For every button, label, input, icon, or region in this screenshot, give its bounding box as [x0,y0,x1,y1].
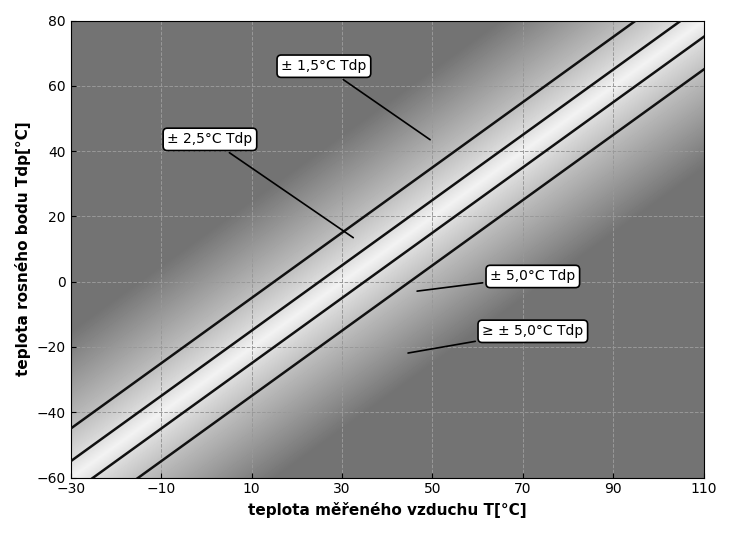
Text: ± 2,5°C Tdp: ± 2,5°C Tdp [168,132,354,238]
Y-axis label: teplota rosného bodu Tdp[°C]: teplota rosného bodu Tdp[°C] [15,122,31,376]
Text: ± 1,5°C Tdp: ± 1,5°C Tdp [281,59,430,140]
Text: ± 5,0°C Tdp: ± 5,0°C Tdp [417,270,575,291]
X-axis label: teplota měřeného vzduchu T[°C]: teplota měřeného vzduchu T[°C] [248,502,526,518]
Text: ≥ ± 5,0°C Tdp: ≥ ± 5,0°C Tdp [408,324,583,353]
